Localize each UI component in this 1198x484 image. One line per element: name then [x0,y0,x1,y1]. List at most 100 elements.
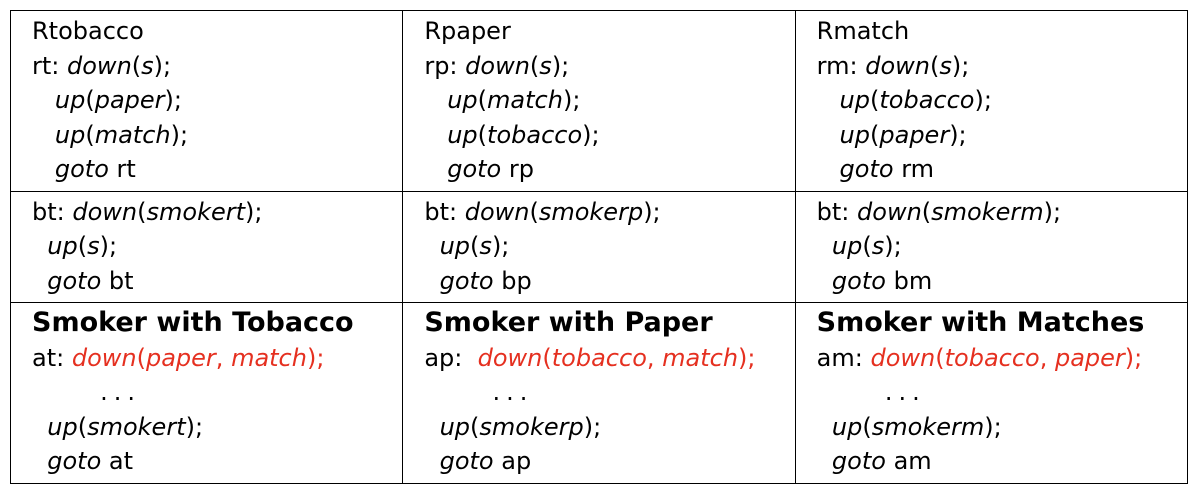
arg: s [479,232,492,260]
cell-title: Rpaper [424,17,511,45]
code-line: bt: down(smokerm); [816,197,1062,226]
target: rt [116,155,136,183]
arg: smokerp [479,412,584,441]
fn: down [71,343,137,372]
highlighted-call: down(tobacco, paper); [870,343,1143,372]
code-line: bt: down(smokerp); [424,197,661,226]
arg: match [231,343,307,372]
bridge-cell-match: bt: down(smokerm); up(s); goto bm [794,190,1189,303]
fn: down [72,197,138,226]
keyword: goto [831,447,886,475]
code-line: goto bp [424,264,794,299]
arg: tobacco [944,343,1040,372]
target: bt [108,266,134,295]
code-line: goto rm [817,152,1187,187]
arg: tobacco [879,86,975,114]
ellipsis: ... [424,375,794,410]
smoker-cell-match: Smoker with Matches am: down(tobacco, pa… [794,302,1189,484]
arg: s [539,51,552,80]
code-line: rm: down(s); [816,51,970,80]
target: bp [501,266,532,295]
smokers-table: Rtobacco rt: down(s); up(paper); up(matc… [9,10,1189,484]
arg: paper [145,343,216,372]
code-line: up(match); [447,86,581,114]
keyword: goto [47,447,102,475]
fn: up [54,120,86,149]
release-cell-tobacco: Rtobacco rt: down(s); up(paper); up(matc… [9,10,404,192]
fn: up [447,120,478,149]
bridge-row: bt: down(smokert); up(s); goto bt bt: do… [9,190,1189,303]
code-line: up(s); [47,232,118,260]
arg: tobacco [487,120,583,149]
label: am: [816,343,863,372]
fn: down [865,51,930,80]
arg: smokerm [871,412,985,441]
code-line: rp: down(s); [424,51,570,80]
code-line: up(s); [439,232,510,260]
keyword: goto [839,155,894,183]
fn: down [870,343,936,372]
code-line: up(smokerm); [831,412,1002,441]
fn: down [477,343,543,372]
arg: match [487,86,563,114]
code-line: goto at [32,444,402,479]
target: rp [508,155,534,183]
smoker-cell-tobacco: Smoker with Tobacco at: down(paper, matc… [9,302,404,484]
code-line: at: down(paper, match); [32,341,402,376]
highlighted-call: down(tobacco, match); [477,343,756,372]
code-line: up(paper); [54,86,182,114]
fn: down [67,51,132,80]
label: at: [32,343,65,372]
target: bm [893,266,933,295]
fn: up [47,412,78,441]
release-cell-match: Rmatch rm: down(s); up(tobacco); up(pape… [794,10,1189,192]
keyword: goto [47,266,102,295]
ellipsis: ... [32,375,402,410]
release-cell-paper: Rpaper rp: down(s); up(match); up(tobacc… [402,10,796,192]
arg: s [939,51,952,80]
label: rp: [424,51,458,80]
code-line: bt: down(smokert); [32,197,263,226]
arg: smokert [87,412,186,441]
keyword: goto [439,447,494,475]
code-line: up(tobacco); [447,120,600,149]
target: rm [901,155,935,183]
code-line: up(tobacco); [839,86,992,114]
label: bt: [424,197,458,226]
bridge-cell-paper: bt: down(smokerp); up(s); goto bp [402,190,796,303]
keyword: goto [439,266,494,295]
code-line: ap: down(tobacco, match); [424,341,794,376]
arg: s [141,51,154,80]
code-line: up(match); [54,120,189,149]
label: ap: [424,343,463,372]
code-line: am: down(tobacco, paper); [817,341,1187,376]
smoker-heading: Smoker with Matches [816,307,1145,338]
code-line: rt: down(s); [32,51,172,80]
arg: match [94,120,171,149]
code-line: goto bt [32,264,402,299]
keyword: goto [54,155,109,183]
arg: s [871,232,885,260]
keyword: goto [831,266,886,295]
fn: up [839,86,870,114]
arg: paper [1054,343,1125,372]
code-line: up(smokert); [47,412,204,441]
fn: up [839,120,870,149]
code-line: goto bm [817,264,1187,299]
fn: up [439,412,471,441]
fn: down [465,51,530,80]
arg: smokerp [538,197,644,226]
fn: down [464,197,530,226]
fn: up [447,86,478,114]
arg: smokert [146,197,246,226]
arg: match [662,343,739,372]
arg: smokerm [931,197,1044,226]
label: rm: [816,51,858,80]
cell-title: Rtobacco [32,17,144,45]
code-line: goto am [817,444,1187,479]
target: at [108,447,134,475]
fn: up [439,232,471,260]
smoker-cell-paper: Smoker with Paper ap: down(tobacco, matc… [402,302,796,484]
dots: ... [100,378,142,406]
smoker-heading: Smoker with Paper [424,307,713,338]
